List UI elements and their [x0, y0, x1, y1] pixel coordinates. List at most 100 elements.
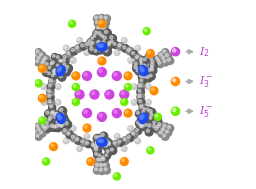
- Circle shape: [56, 120, 61, 126]
- Circle shape: [139, 78, 146, 85]
- Circle shape: [162, 123, 169, 130]
- Circle shape: [36, 124, 39, 127]
- Circle shape: [73, 73, 76, 76]
- Circle shape: [83, 109, 91, 118]
- Circle shape: [62, 117, 69, 124]
- Circle shape: [89, 44, 92, 46]
- Circle shape: [84, 134, 90, 139]
- Circle shape: [142, 106, 148, 113]
- Circle shape: [138, 115, 147, 123]
- Circle shape: [143, 107, 145, 110]
- Circle shape: [128, 58, 133, 63]
- Circle shape: [108, 141, 110, 144]
- Circle shape: [152, 120, 158, 127]
- Circle shape: [57, 123, 63, 129]
- Circle shape: [62, 68, 71, 76]
- Circle shape: [122, 146, 125, 149]
- Circle shape: [45, 110, 53, 118]
- Circle shape: [57, 115, 65, 123]
- Circle shape: [162, 56, 164, 59]
- Circle shape: [155, 57, 158, 60]
- Circle shape: [56, 84, 58, 87]
- Circle shape: [40, 95, 42, 98]
- Circle shape: [78, 38, 80, 41]
- Circle shape: [76, 138, 79, 141]
- Circle shape: [136, 111, 140, 114]
- Circle shape: [164, 129, 172, 136]
- Circle shape: [135, 120, 143, 127]
- Circle shape: [129, 58, 131, 61]
- Circle shape: [135, 110, 143, 118]
- Circle shape: [138, 94, 141, 98]
- Circle shape: [98, 68, 106, 77]
- Circle shape: [151, 60, 154, 63]
- Circle shape: [53, 115, 59, 121]
- Circle shape: [146, 108, 149, 111]
- Circle shape: [100, 45, 103, 49]
- Circle shape: [58, 107, 67, 115]
- Circle shape: [139, 104, 146, 111]
- Circle shape: [122, 45, 129, 52]
- Circle shape: [140, 125, 142, 127]
- Circle shape: [122, 38, 125, 41]
- Circle shape: [90, 40, 97, 47]
- Circle shape: [73, 84, 76, 87]
- Circle shape: [104, 44, 111, 51]
- Circle shape: [143, 115, 145, 117]
- Circle shape: [36, 134, 39, 137]
- Circle shape: [41, 124, 48, 131]
- Circle shape: [148, 73, 155, 80]
- Circle shape: [63, 63, 66, 66]
- Circle shape: [64, 46, 67, 49]
- Circle shape: [141, 73, 147, 80]
- Circle shape: [159, 53, 162, 56]
- Circle shape: [121, 146, 127, 152]
- Circle shape: [112, 141, 119, 148]
- Circle shape: [154, 126, 161, 133]
- Circle shape: [145, 84, 151, 90]
- Circle shape: [171, 48, 179, 56]
- Circle shape: [98, 32, 101, 35]
- Circle shape: [140, 67, 143, 70]
- Circle shape: [142, 63, 148, 69]
- Circle shape: [64, 139, 67, 141]
- Circle shape: [50, 143, 57, 151]
- Circle shape: [47, 115, 56, 123]
- Circle shape: [151, 63, 154, 67]
- Circle shape: [70, 126, 76, 131]
- Circle shape: [101, 137, 109, 146]
- Circle shape: [104, 16, 107, 19]
- Circle shape: [98, 157, 106, 164]
- Circle shape: [56, 100, 58, 103]
- Circle shape: [122, 137, 129, 144]
- Circle shape: [158, 122, 161, 125]
- Circle shape: [156, 118, 159, 121]
- Circle shape: [52, 70, 55, 72]
- Circle shape: [121, 37, 127, 43]
- Circle shape: [145, 74, 153, 82]
- Circle shape: [108, 41, 111, 44]
- Circle shape: [153, 125, 156, 128]
- Circle shape: [103, 29, 111, 37]
- Circle shape: [160, 127, 168, 134]
- Circle shape: [150, 113, 153, 116]
- Circle shape: [155, 58, 163, 65]
- Circle shape: [42, 56, 50, 63]
- Circle shape: [149, 56, 156, 63]
- Circle shape: [150, 66, 153, 69]
- Circle shape: [107, 42, 113, 49]
- Circle shape: [106, 150, 109, 153]
- Circle shape: [163, 60, 166, 63]
- Circle shape: [121, 98, 128, 105]
- Circle shape: [99, 20, 102, 23]
- Circle shape: [84, 73, 87, 76]
- Circle shape: [166, 57, 174, 64]
- Circle shape: [143, 121, 146, 123]
- Circle shape: [65, 122, 68, 125]
- Circle shape: [131, 84, 137, 90]
- Circle shape: [137, 88, 144, 96]
- Circle shape: [133, 64, 141, 73]
- Circle shape: [141, 74, 150, 82]
- Circle shape: [144, 116, 146, 118]
- Circle shape: [50, 79, 52, 82]
